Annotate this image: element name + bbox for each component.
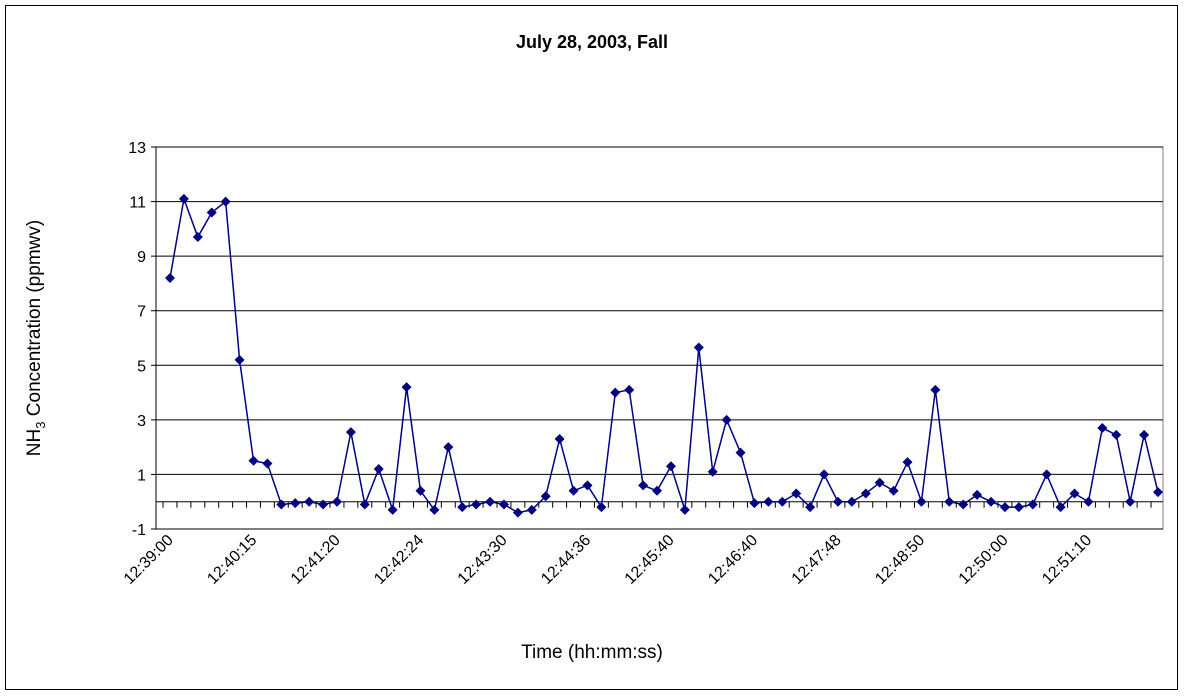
y-axis-title: NH3 Concentration (ppmwv) — [24, 220, 48, 456]
data-marker — [735, 447, 746, 458]
data-marker — [999, 502, 1010, 513]
data-marker — [415, 485, 426, 496]
data-marker — [512, 507, 523, 518]
data-marker — [832, 496, 843, 507]
data-marker — [471, 499, 482, 510]
data-marker — [1055, 502, 1066, 513]
data-marker — [276, 499, 287, 510]
data-marker — [526, 504, 537, 515]
data-marker — [1111, 429, 1122, 440]
data-marker — [693, 342, 704, 353]
data-marker — [846, 496, 857, 507]
data-marker — [554, 433, 565, 444]
data-marker — [679, 504, 690, 515]
data-marker — [485, 496, 496, 507]
data-marker — [610, 387, 621, 398]
data-marker — [1097, 423, 1108, 434]
data-marker — [749, 498, 760, 509]
data-marker — [373, 463, 384, 474]
data-marker — [429, 504, 440, 515]
data-marker — [220, 196, 231, 207]
data-marker — [290, 498, 301, 509]
data-marker — [902, 457, 913, 468]
data-marker — [1069, 488, 1080, 499]
data-marker — [888, 485, 899, 496]
data-marker — [1125, 496, 1136, 507]
y-tick-label: 13 — [128, 140, 146, 157]
data-marker — [721, 414, 732, 425]
data-marker — [457, 502, 468, 513]
chart-title: July 28, 2003, Fall — [516, 32, 668, 52]
data-marker — [791, 488, 802, 499]
data-marker — [819, 469, 830, 480]
y-axis-title-part: Concentration (ppmwv) — [24, 220, 45, 422]
data-marker — [498, 499, 509, 510]
data-marker — [401, 382, 412, 393]
data-marker — [707, 466, 718, 477]
data-marker — [387, 504, 398, 515]
data-marker — [540, 491, 551, 502]
y-tick-label: 1 — [137, 467, 146, 484]
data-marker — [652, 485, 663, 496]
data-marker — [248, 455, 259, 466]
y-tick-label: 5 — [137, 358, 146, 375]
data-marker — [318, 499, 329, 510]
data-marker — [805, 502, 816, 513]
data-marker — [930, 384, 941, 395]
data-marker — [860, 488, 871, 499]
data-marker — [1083, 496, 1094, 507]
data-marker — [582, 480, 593, 491]
data-marker — [1041, 469, 1052, 480]
data-marker — [206, 207, 217, 218]
data-marker — [777, 496, 788, 507]
data-marker — [624, 384, 635, 395]
y-tick-label: 11 — [129, 195, 146, 212]
x-axis-title: Time (hh:mm:ss) — [521, 642, 663, 663]
data-marker — [638, 480, 649, 491]
y-axis-title-sub: 3 — [33, 422, 48, 429]
data-marker — [986, 496, 997, 507]
y-axis-title-part: NH — [24, 429, 45, 456]
y-tick-label: 7 — [137, 304, 146, 321]
data-marker — [972, 489, 983, 500]
data-marker — [958, 499, 969, 510]
data-marker — [331, 496, 342, 507]
data-marker — [665, 461, 676, 472]
data-marker — [165, 272, 175, 283]
data-marker — [916, 496, 927, 507]
data-marker — [304, 496, 315, 507]
data-marker — [763, 496, 774, 507]
data-marker — [1139, 429, 1150, 440]
y-tick-label: 3 — [137, 413, 146, 430]
data-marker — [568, 485, 579, 496]
data-marker — [359, 499, 370, 510]
data-marker — [262, 458, 273, 469]
data-marker — [178, 193, 189, 204]
data-marker — [1027, 499, 1038, 510]
data-marker — [596, 502, 607, 513]
plot-area — [155, 146, 1164, 530]
data-marker — [874, 477, 885, 488]
y-tick-label: -1 — [132, 522, 146, 539]
data-marker — [944, 496, 955, 507]
data-marker — [345, 427, 356, 438]
data-marker — [443, 442, 454, 453]
data-marker — [1013, 502, 1024, 513]
data-marker — [1153, 487, 1163, 498]
data-marker — [192, 232, 203, 243]
y-tick-label: 9 — [137, 249, 146, 266]
data-marker — [234, 354, 245, 365]
